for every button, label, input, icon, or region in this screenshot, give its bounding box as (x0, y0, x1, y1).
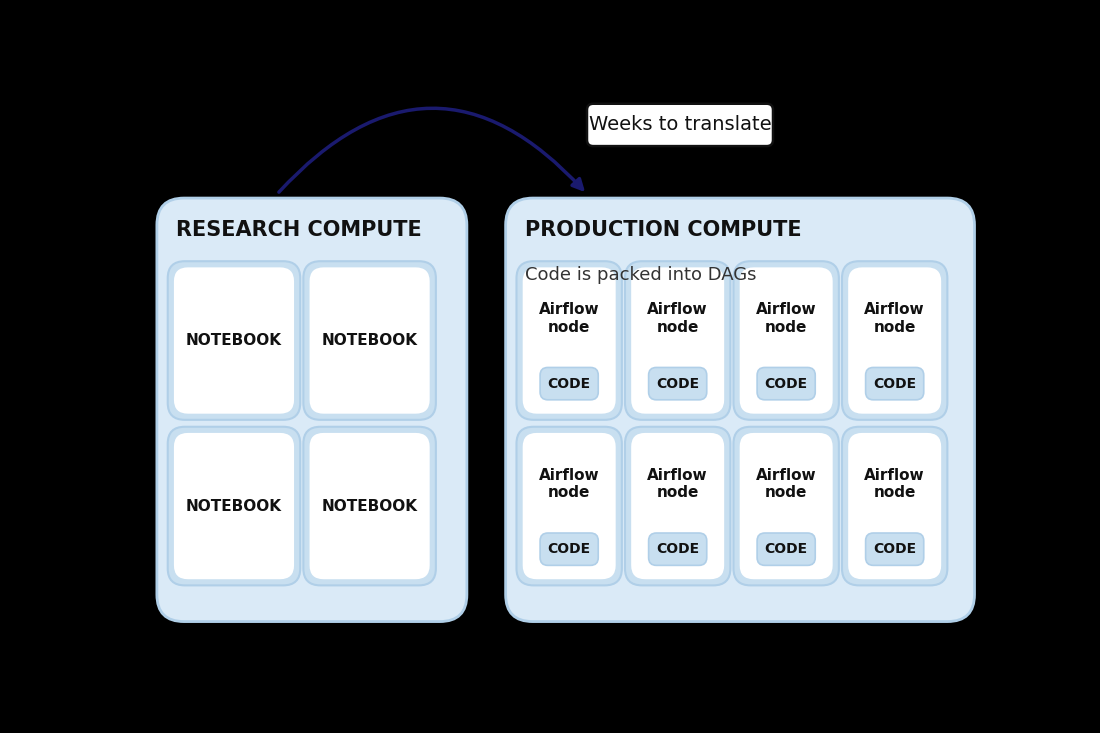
Text: PRODUCTION COMPUTE: PRODUCTION COMPUTE (525, 221, 802, 240)
FancyBboxPatch shape (625, 261, 730, 420)
FancyBboxPatch shape (522, 268, 616, 413)
FancyBboxPatch shape (848, 433, 942, 579)
FancyBboxPatch shape (757, 367, 815, 399)
Text: CODE: CODE (764, 542, 807, 556)
FancyBboxPatch shape (174, 433, 294, 579)
Text: CODE: CODE (764, 377, 807, 391)
Text: Airflow
node: Airflow node (539, 468, 600, 501)
FancyBboxPatch shape (304, 427, 436, 586)
FancyBboxPatch shape (506, 198, 975, 622)
FancyBboxPatch shape (734, 427, 839, 586)
FancyBboxPatch shape (631, 433, 724, 579)
FancyBboxPatch shape (309, 433, 430, 579)
FancyBboxPatch shape (517, 427, 622, 586)
FancyBboxPatch shape (739, 433, 833, 579)
Text: CODE: CODE (873, 377, 916, 391)
Text: CODE: CODE (656, 542, 700, 556)
Text: CODE: CODE (873, 542, 916, 556)
Text: CODE: CODE (656, 377, 700, 391)
Text: NOTEBOOK: NOTEBOOK (321, 498, 418, 514)
Text: NOTEBOOK: NOTEBOOK (186, 333, 282, 348)
FancyBboxPatch shape (309, 268, 430, 413)
FancyBboxPatch shape (625, 427, 730, 586)
Text: NOTEBOOK: NOTEBOOK (186, 498, 282, 514)
Text: Airflow
node: Airflow node (756, 303, 816, 335)
FancyBboxPatch shape (757, 533, 815, 565)
FancyBboxPatch shape (167, 427, 300, 586)
Text: Airflow
node: Airflow node (865, 468, 925, 501)
FancyBboxPatch shape (842, 261, 947, 420)
Text: CODE: CODE (548, 377, 591, 391)
FancyBboxPatch shape (866, 533, 924, 565)
Text: Airflow
node: Airflow node (539, 303, 600, 335)
FancyBboxPatch shape (540, 533, 598, 565)
Text: RESEARCH COMPUTE: RESEARCH COMPUTE (176, 221, 422, 240)
FancyBboxPatch shape (734, 261, 839, 420)
Text: Airflow
node: Airflow node (648, 303, 708, 335)
Text: CODE: CODE (548, 542, 591, 556)
Text: Airflow
node: Airflow node (648, 468, 708, 501)
FancyBboxPatch shape (174, 268, 294, 413)
FancyBboxPatch shape (587, 104, 773, 146)
FancyBboxPatch shape (848, 268, 942, 413)
Text: NOTEBOOK: NOTEBOOK (321, 333, 418, 348)
FancyBboxPatch shape (842, 427, 947, 586)
FancyBboxPatch shape (866, 367, 924, 399)
FancyBboxPatch shape (649, 367, 706, 399)
Text: Airflow
node: Airflow node (756, 468, 816, 501)
FancyBboxPatch shape (517, 261, 622, 420)
Text: Code is packed into DAGs: Code is packed into DAGs (525, 266, 757, 284)
FancyBboxPatch shape (167, 261, 300, 420)
FancyBboxPatch shape (739, 268, 833, 413)
FancyBboxPatch shape (540, 367, 598, 399)
FancyBboxPatch shape (649, 533, 706, 565)
FancyBboxPatch shape (631, 268, 724, 413)
FancyBboxPatch shape (304, 261, 436, 420)
FancyBboxPatch shape (522, 433, 616, 579)
Text: Airflow
node: Airflow node (865, 303, 925, 335)
Text: Weeks to translate: Weeks to translate (588, 115, 771, 134)
FancyBboxPatch shape (157, 198, 466, 622)
